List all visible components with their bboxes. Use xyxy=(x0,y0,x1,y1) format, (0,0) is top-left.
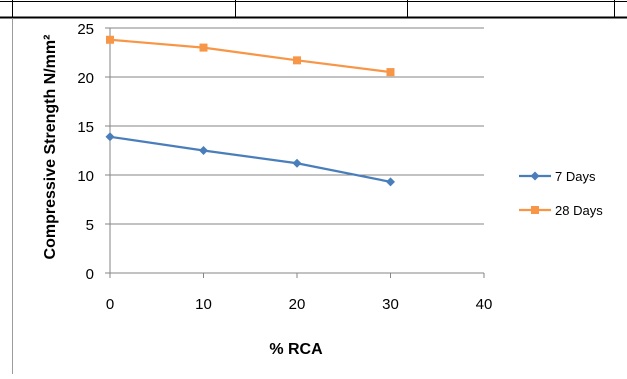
x-axis-title: % RCA xyxy=(269,341,323,358)
series-28-days xyxy=(106,35,395,77)
data-point xyxy=(293,56,301,65)
y-tick-label: 20 xyxy=(77,70,94,87)
legend: 7 Days 28 Days xyxy=(519,169,603,218)
table-fragment xyxy=(0,0,627,19)
series-7-days xyxy=(105,132,395,187)
legend-marker xyxy=(531,206,539,214)
x-tick-label: 20 xyxy=(289,296,306,313)
axes xyxy=(105,27,485,278)
legend-label: 7 Days xyxy=(555,169,596,184)
series-group xyxy=(105,35,395,187)
data-point xyxy=(386,177,395,187)
x-tick-label: 0 xyxy=(106,296,114,313)
series-line xyxy=(109,38,391,74)
legend-item-28-days: 28 Days xyxy=(519,203,603,218)
x-tick-labels: 0 10 20 30 40 xyxy=(106,296,493,313)
series-line xyxy=(109,135,391,183)
data-point xyxy=(199,146,208,155)
data-point xyxy=(105,132,115,142)
legend-marker xyxy=(530,171,540,181)
data-point xyxy=(292,158,302,168)
y-tick-label: 0 xyxy=(86,266,94,283)
x-tick-label: 30 xyxy=(382,296,399,313)
y-tick-label: 15 xyxy=(77,119,94,136)
y-tick-label: 5 xyxy=(86,217,94,234)
y-tick-label: 25 xyxy=(77,21,94,38)
data-point xyxy=(199,43,208,52)
y-axis-title: Compressive Strength N/mm² xyxy=(42,35,59,260)
y-tick-label: 10 xyxy=(77,168,94,185)
x-tick-label: 40 xyxy=(476,296,493,313)
gridlines xyxy=(110,27,484,225)
x-tick-label: 10 xyxy=(195,296,212,313)
data-point xyxy=(106,35,114,44)
legend-item-7-days: 7 Days xyxy=(519,169,596,184)
legend-label: 28 Days xyxy=(555,203,603,218)
data-point xyxy=(386,68,395,77)
y-tick-labels: 0 5 10 15 20 25 xyxy=(77,21,94,283)
